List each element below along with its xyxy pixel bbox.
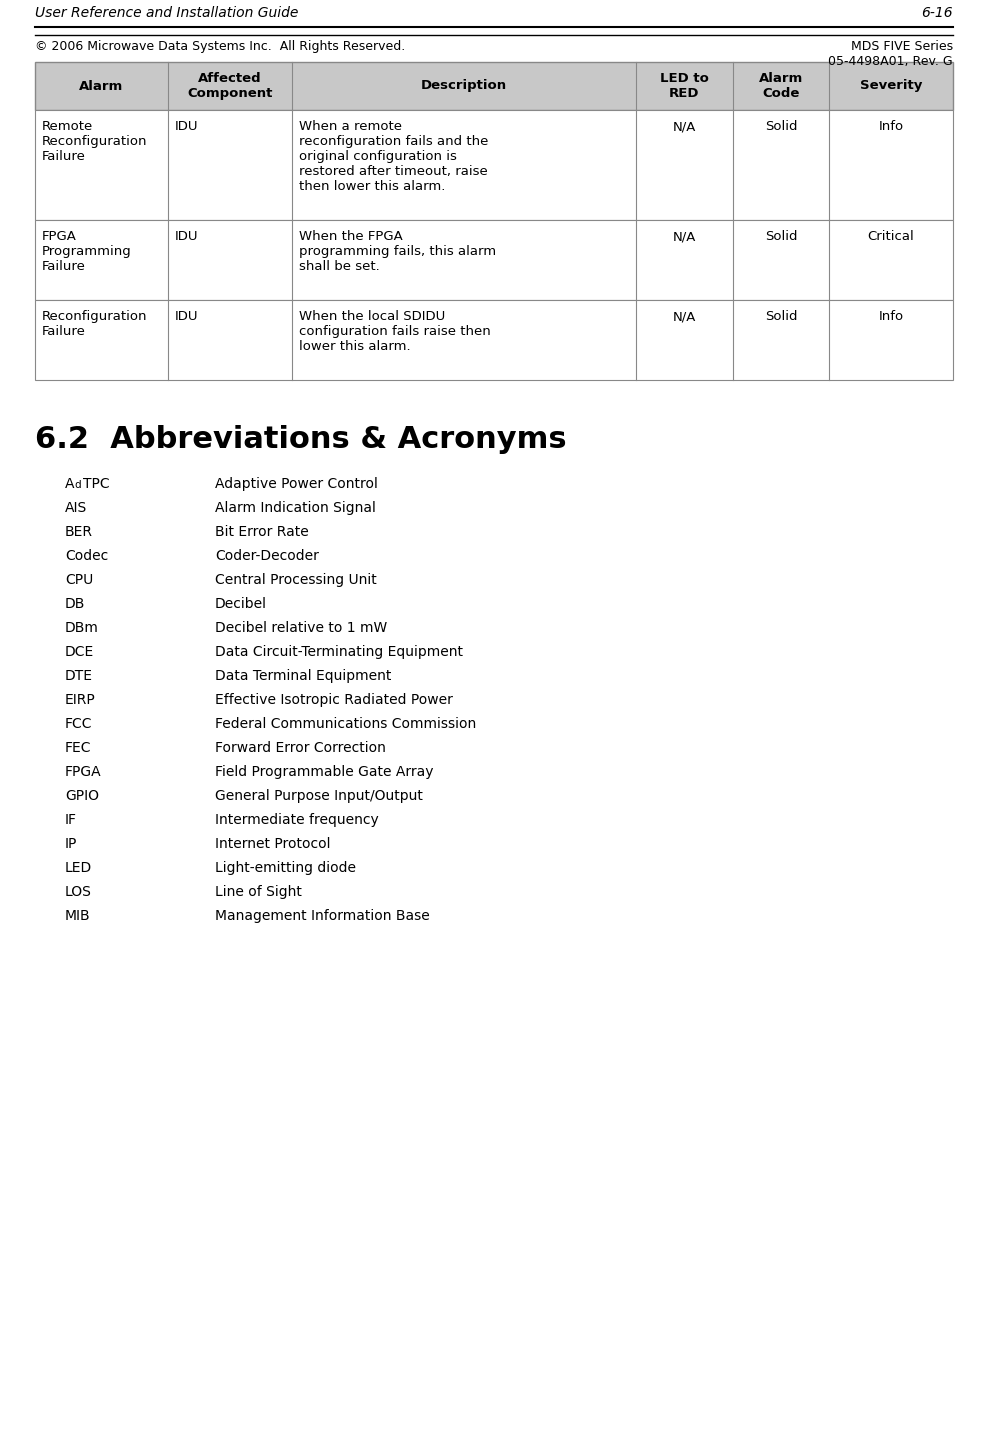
Text: User Reference and Installation Guide: User Reference and Installation Guide: [35, 6, 298, 20]
Text: IP: IP: [65, 837, 77, 851]
Text: AIS: AIS: [65, 501, 87, 515]
Text: DBm: DBm: [65, 621, 99, 635]
Text: A: A: [65, 477, 74, 491]
Text: 6-16: 6-16: [922, 6, 953, 20]
Text: Solid: Solid: [765, 311, 797, 323]
Text: Effective Isotropic Radiated Power: Effective Isotropic Radiated Power: [215, 693, 453, 707]
Text: FPGA
Programming
Failure: FPGA Programming Failure: [42, 230, 131, 273]
Text: DCE: DCE: [65, 645, 94, 660]
Text: DTE: DTE: [65, 670, 93, 683]
Text: Field Programmable Gate Array: Field Programmable Gate Array: [215, 766, 434, 778]
Text: Alarm Indication Signal: Alarm Indication Signal: [215, 501, 375, 515]
Text: Reconfiguration
Failure: Reconfiguration Failure: [42, 311, 147, 338]
Text: Adaptive Power Control: Adaptive Power Control: [215, 477, 377, 491]
Text: When a remote
reconfiguration fails and the
original configuration is
restored a: When a remote reconfiguration fails and …: [299, 120, 488, 193]
Text: d: d: [74, 481, 81, 491]
Text: Forward Error Correction: Forward Error Correction: [215, 741, 386, 756]
Text: Info: Info: [878, 311, 904, 323]
Text: Alarm: Alarm: [79, 80, 124, 93]
Text: Management Information Base: Management Information Base: [215, 909, 430, 923]
Text: DB: DB: [65, 597, 85, 611]
Text: IDU: IDU: [175, 311, 199, 323]
Text: MDS FIVE Series
05-4498A01, Rev. G: MDS FIVE Series 05-4498A01, Rev. G: [828, 40, 953, 69]
Text: CPU: CPU: [65, 572, 93, 587]
Text: Central Processing Unit: Central Processing Unit: [215, 572, 376, 587]
Text: Affected
Component: Affected Component: [188, 72, 273, 100]
Text: Federal Communications Commission: Federal Communications Commission: [215, 717, 476, 731]
Text: Solid: Solid: [765, 230, 797, 243]
Text: Severity: Severity: [860, 80, 922, 93]
Text: Alarm
Code: Alarm Code: [759, 72, 803, 100]
Bar: [35, 62, 953, 110]
Text: When the local SDIDU
configuration fails raise then
lower this alarm.: When the local SDIDU configuration fails…: [299, 311, 491, 353]
Text: Critical: Critical: [867, 230, 915, 243]
Text: Light-emitting diode: Light-emitting diode: [215, 861, 356, 874]
Bar: [35, 220, 953, 301]
Text: Coder-Decoder: Coder-Decoder: [215, 550, 319, 562]
Text: Decibel relative to 1 mW: Decibel relative to 1 mW: [215, 621, 387, 635]
Text: © 2006 Microwave Data Systems Inc.  All Rights Reserved.: © 2006 Microwave Data Systems Inc. All R…: [35, 40, 405, 53]
Text: FCC: FCC: [65, 717, 93, 731]
Text: Bit Error Rate: Bit Error Rate: [215, 525, 309, 539]
Text: 6.2  Abbreviations & Acronyms: 6.2 Abbreviations & Acronyms: [35, 425, 567, 454]
Text: TPC: TPC: [83, 477, 110, 491]
Text: Remote
Reconfiguration
Failure: Remote Reconfiguration Failure: [42, 120, 147, 163]
Text: N/A: N/A: [673, 230, 697, 243]
Text: When the FPGA
programming fails, this alarm
shall be set.: When the FPGA programming fails, this al…: [299, 230, 496, 273]
Text: N/A: N/A: [673, 311, 697, 323]
Text: Codec: Codec: [65, 550, 109, 562]
Text: N/A: N/A: [673, 120, 697, 133]
Bar: [35, 110, 953, 220]
Text: Data Terminal Equipment: Data Terminal Equipment: [215, 670, 391, 683]
Text: IDU: IDU: [175, 120, 199, 133]
Text: Data Circuit-Terminating Equipment: Data Circuit-Terminating Equipment: [215, 645, 463, 660]
Text: LED: LED: [65, 861, 92, 874]
Text: GPIO: GPIO: [65, 788, 99, 803]
Text: IF: IF: [65, 813, 77, 827]
Text: BER: BER: [65, 525, 93, 539]
Text: EIRP: EIRP: [65, 693, 96, 707]
Text: Internet Protocol: Internet Protocol: [215, 837, 331, 851]
Text: Decibel: Decibel: [215, 597, 267, 611]
Text: MIB: MIB: [65, 909, 91, 923]
Text: FPGA: FPGA: [65, 766, 102, 778]
Text: LOS: LOS: [65, 884, 92, 899]
Text: Intermediate frequency: Intermediate frequency: [215, 813, 378, 827]
Text: Info: Info: [878, 120, 904, 133]
Text: Line of Sight: Line of Sight: [215, 884, 302, 899]
Text: Solid: Solid: [765, 120, 797, 133]
Text: General Purpose Input/Output: General Purpose Input/Output: [215, 788, 423, 803]
Text: FEC: FEC: [65, 741, 92, 756]
Bar: [35, 301, 953, 381]
Text: Description: Description: [421, 80, 507, 93]
Text: LED to
RED: LED to RED: [660, 72, 709, 100]
Text: IDU: IDU: [175, 230, 199, 243]
